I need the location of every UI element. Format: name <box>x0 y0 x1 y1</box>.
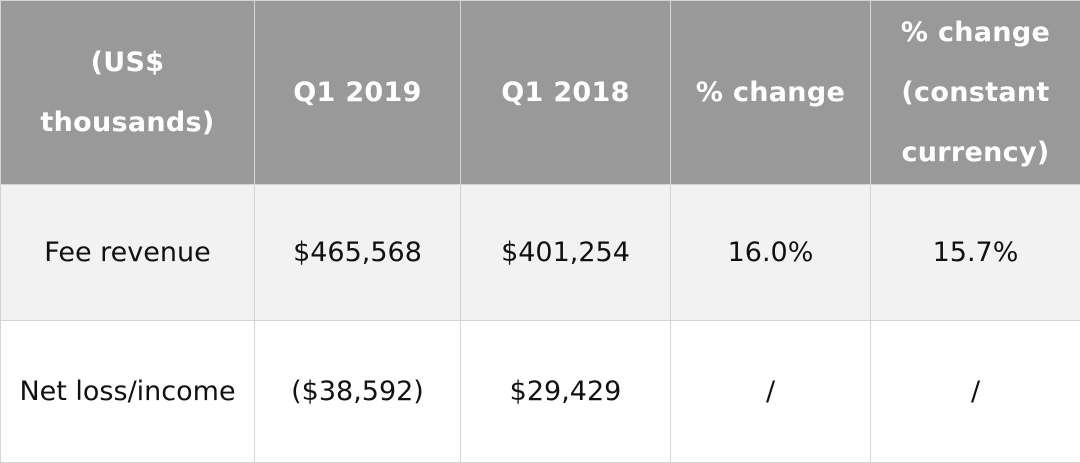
table-cell: / <box>671 321 871 463</box>
row-label: Net loss/income <box>1 321 255 463</box>
table-cell: 15.7% <box>871 185 1080 321</box>
table-row: Net loss/income ($38,592) $29,429 / / <box>1 321 1080 463</box>
header-cell-q1-2018: Q1 2018 <box>461 1 671 185</box>
header-cell-pct-change: % change <box>671 1 871 185</box>
header-cell-q1-2019: Q1 2019 <box>255 1 461 185</box>
table-cell: ($38,592) <box>255 321 461 463</box>
table-row: Fee revenue $465,568 $401,254 16.0% 15.7… <box>1 185 1080 321</box>
table-cell: $465,568 <box>255 185 461 321</box>
header-row: (US$ thousands) Q1 2019 Q1 2018 % change… <box>1 1 1080 185</box>
table-body: Fee revenue $465,568 $401,254 16.0% 15.7… <box>1 185 1080 463</box>
header-cell-units: (US$ thousands) <box>1 1 255 185</box>
table-cell: 16.0% <box>671 185 871 321</box>
row-label: Fee revenue <box>1 185 255 321</box>
table-cell: $401,254 <box>461 185 671 321</box>
table-cell: $29,429 <box>461 321 671 463</box>
table-cell: / <box>871 321 1080 463</box>
header-cell-pct-change-constant: % change (constant currency) <box>871 1 1080 185</box>
table-header: (US$ thousands) Q1 2019 Q1 2018 % change… <box>1 1 1080 185</box>
